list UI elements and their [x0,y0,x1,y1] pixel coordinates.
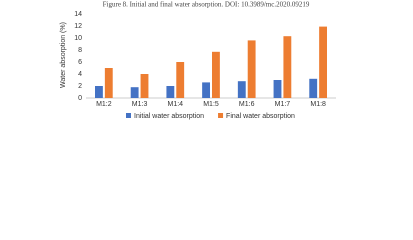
y-tick-label: 0 [78,95,82,102]
bar [283,36,292,98]
y-axis-label: Water absorption (%) [60,22,67,88]
bar [176,62,185,98]
x-tick-label: M1:6 [239,101,255,108]
x-tick-label: M1:2 [96,101,112,108]
bar [166,86,175,98]
bar [202,82,210,98]
bar [130,87,139,98]
bar [95,86,103,98]
bar [273,80,282,98]
y-tick-label: 6 [78,59,82,66]
y-tick-label: 4 [78,71,82,78]
legend-label: Initial water absorption [134,113,204,120]
x-tick-label: M1:4 [168,101,184,108]
x-tick-label: M1:5 [203,101,219,108]
x-tick-label: M1:7 [275,101,291,108]
bar [309,78,318,98]
bar [237,81,246,98]
bar [140,74,149,98]
y-tick-label: 8 [78,47,82,54]
legend-label: Final water absorption [226,113,295,120]
bar [212,51,220,98]
chart-title: Figure 8. Initial and final water absorp… [103,1,310,9]
bar [319,26,327,99]
y-tick-label: 12 [74,23,82,30]
y-tick-label: 14 [74,11,82,18]
x-tick-label: M1:3 [132,101,148,108]
y-tick-label: 2 [78,83,82,90]
y-tick-label: 10 [74,35,82,42]
x-tick-label: M1:8 [310,101,326,108]
bar [104,68,113,98]
legend-swatch [218,113,224,118]
chart: Figure 8. Initial and final water absorp… [60,1,336,120]
bar [247,40,256,98]
legend-swatch [126,113,131,118]
